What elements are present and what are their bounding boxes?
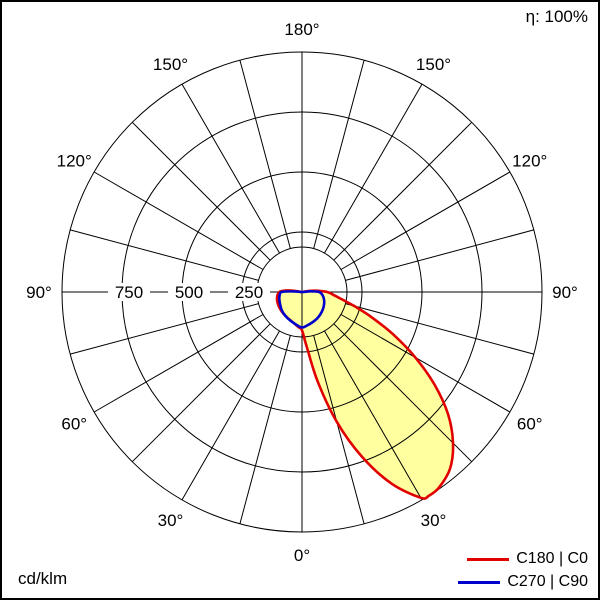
svg-text:150°: 150° <box>153 55 188 74</box>
legend-label-c180-c0: C180 | C0 <box>516 550 588 567</box>
efficiency-label: η: 100% <box>525 7 588 26</box>
svg-text:500: 500 <box>175 283 203 302</box>
legend-item-c180-c0: C180 | C0 <box>458 550 588 568</box>
svg-text:30°: 30° <box>421 511 447 530</box>
c180-c0-line-swatch <box>467 557 510 561</box>
svg-text:150°: 150° <box>416 55 451 74</box>
svg-text:90°: 90° <box>552 283 578 302</box>
svg-text:60°: 60° <box>517 415 543 434</box>
svg-text:250: 250 <box>235 283 263 302</box>
svg-text:90°: 90° <box>26 283 52 302</box>
c270-c90-line-swatch <box>458 580 501 584</box>
svg-text:30°: 30° <box>158 511 184 530</box>
svg-text:120°: 120° <box>57 152 92 171</box>
legend: C180 | C0 C270 | C90 <box>458 550 588 591</box>
legend-label-c270-c90: C270 | C90 <box>507 573 588 590</box>
svg-text:0°: 0° <box>294 546 310 565</box>
legend-item-c270-c90: C270 | C90 <box>458 573 588 591</box>
svg-text:180°: 180° <box>284 20 319 39</box>
svg-text:750: 750 <box>115 283 143 302</box>
unit-label: cd/klm <box>18 569 68 588</box>
svg-text:120°: 120° <box>512 152 547 171</box>
svg-text:60°: 60° <box>61 415 87 434</box>
